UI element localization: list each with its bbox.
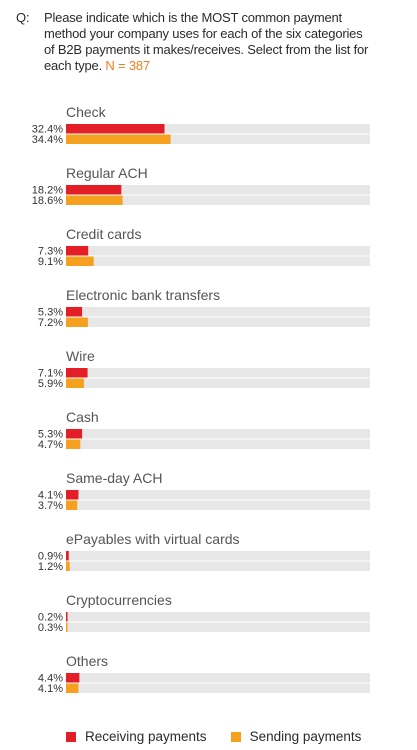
category-label: Wire (66, 348, 95, 364)
bar-track (66, 134, 370, 144)
legend-swatch-sending (230, 731, 241, 742)
bar-track (66, 490, 370, 500)
value-label: 0.3% (38, 622, 63, 634)
bar-sending (66, 561, 70, 571)
category-label: Regular ACH (66, 165, 148, 181)
bar-receiving (66, 551, 69, 561)
value-label: 0.2% (38, 612, 63, 624)
bar-receiving (66, 673, 80, 683)
bar-sending (66, 500, 78, 510)
legend: Receiving payments Sending payments (66, 729, 406, 744)
bar-receiving (66, 185, 122, 195)
bar-receiving (66, 307, 83, 317)
legend-swatch-receiving (66, 731, 76, 742)
value-label: 7.1% (38, 368, 63, 380)
bar-receiving (66, 490, 79, 500)
category-label: Same-day ACH (66, 470, 162, 486)
bar-sending (66, 256, 94, 266)
category-label: Others (66, 653, 108, 669)
value-label: 18.2% (32, 185, 63, 197)
value-label: 34.4% (32, 134, 63, 146)
bar-track (66, 185, 370, 195)
category-label: Electronic bank transfers (66, 287, 220, 303)
bar-sending (66, 195, 123, 205)
bar-track (66, 551, 370, 561)
bar-receiving (66, 124, 165, 134)
value-label: 0.9% (38, 551, 63, 563)
value-label: 4.1% (38, 490, 63, 502)
bar-receiving (66, 368, 88, 378)
sample-size: N = 387 (105, 58, 150, 73)
bar-track (66, 246, 370, 256)
bar-track (66, 500, 370, 510)
legend-label-receiving: Receiving payments (85, 729, 207, 744)
bar-track (66, 439, 370, 449)
bar-receiving (66, 429, 83, 439)
category-label: Cryptocurrencies (66, 592, 172, 608)
bar-track (66, 368, 370, 378)
value-label: 32.4% (32, 124, 63, 136)
legend-label-sending: Sending payments (249, 729, 362, 744)
value-label: 7.3% (38, 246, 63, 258)
bar-sending (66, 439, 81, 449)
question-body: Please indicate which is the MOST common… (44, 10, 369, 73)
legend-item-sending: Sending payments (230, 729, 362, 744)
bar-sending (66, 683, 79, 693)
bar-track (66, 622, 370, 632)
bar-track (66, 683, 370, 693)
bar-receiving (66, 246, 89, 256)
bar-sending (66, 134, 171, 144)
value-label: 7.2% (38, 317, 63, 329)
question-prefix: Q: (16, 10, 30, 25)
value-label: 4.4% (38, 673, 63, 685)
bar-track (66, 124, 370, 134)
bar-sending (66, 317, 88, 327)
category-label: Credit cards (66, 226, 141, 242)
category-label: Cash (66, 409, 99, 425)
value-label: 4.1% (38, 683, 63, 695)
value-label: 1.2% (38, 561, 63, 573)
bar-sending (66, 622, 68, 632)
legend-item-receiving: Receiving payments (66, 729, 207, 744)
value-label: 5.3% (38, 429, 63, 441)
category-label: ePayables with virtual cards (66, 531, 240, 547)
question-text: Q: Please indicate which is the MOST com… (16, 10, 374, 74)
value-label: 5.9% (38, 378, 63, 390)
value-label: 9.1% (38, 256, 63, 268)
category-label: Check (66, 104, 107, 120)
value-label: 18.6% (32, 195, 63, 207)
bar-track (66, 429, 370, 439)
bar-track (66, 317, 370, 327)
bar-receiving (66, 612, 68, 622)
value-label: 4.7% (38, 439, 63, 451)
bar-track (66, 561, 370, 571)
bar-track (66, 612, 370, 622)
value-label: 3.7% (38, 500, 63, 512)
bar-sending (66, 378, 84, 388)
bar-track (66, 195, 370, 205)
value-label: 5.3% (38, 307, 63, 319)
bar-track (66, 307, 370, 317)
bar-track (66, 673, 370, 683)
bar-track (66, 378, 370, 388)
bar-track (66, 256, 370, 266)
